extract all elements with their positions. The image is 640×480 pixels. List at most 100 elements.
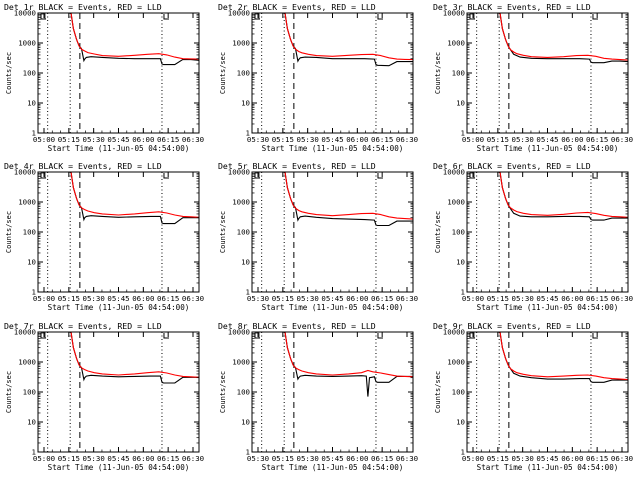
plot-frame — [251, 171, 414, 293]
x-tick-label: 06:30 — [611, 454, 633, 463]
series-events-line — [284, 332, 413, 397]
x-tick-label: 06:00 — [561, 294, 583, 303]
x-tick-label: 06:00 — [346, 294, 368, 303]
x-tick-label: 05:00 — [33, 454, 55, 463]
y-tick-label: 10 — [456, 99, 465, 108]
y-tick-label: 1000 — [18, 198, 36, 207]
x-axis-label: Start Time (11-Jun-05 04:54:00) — [262, 303, 404, 312]
x-tick-label: 06:00 — [346, 454, 368, 463]
x-tick-label: 06:15 — [157, 135, 179, 144]
x-tick-label: 05:15 — [272, 135, 294, 144]
x-tick-label: 06:15 — [586, 135, 608, 144]
y-tick-label: 10000 — [14, 168, 36, 177]
x-tick-label: 06:30 — [182, 135, 204, 144]
x-axis-label: Start Time (11-Jun-05 04:54:00) — [477, 303, 619, 312]
detector-panel-1: Det 1r BLACK = Events, RED = LLD 1 10 100 10… — [4, 2, 204, 153]
y-tick-label: 1 — [461, 288, 465, 297]
y-tick-label: 1 — [32, 448, 36, 457]
y-tick-label: 1 — [246, 129, 250, 138]
x-tick-label: 05:00 — [462, 294, 484, 303]
y-tick-label: 100 — [23, 69, 36, 78]
y-tick-label: 10000 — [443, 328, 465, 337]
panel-title: Det 1r BLACK = Events, RED = LLD — [4, 2, 162, 12]
y-axis-label: Counts/sec — [5, 371, 13, 413]
x-tick-label: 05:30 — [512, 135, 534, 144]
bracket-right-icon — [592, 333, 598, 339]
x-tick-label: 05:45 — [321, 135, 343, 144]
x-tick-label: 06:00 — [346, 135, 368, 144]
x-tick-label: 06:30 — [396, 294, 418, 303]
y-tick-label: 10000 — [228, 9, 250, 18]
y-axis-label: Counts/sec — [219, 371, 227, 413]
y-tick-label: 10000 — [14, 9, 36, 18]
x-tick-label: 05:45 — [107, 294, 129, 303]
y-axis-label: Counts/sec — [5, 211, 13, 253]
y-tick-label: 100 — [237, 228, 250, 237]
x-tick-label: 06:30 — [611, 294, 633, 303]
y-tick-label: 100 — [452, 388, 465, 397]
y-tick-label: 100 — [452, 69, 465, 78]
y-tick-label: 10000 — [443, 9, 465, 18]
y-tick-label: 10 — [241, 258, 250, 267]
x-tick-label: 05:00 — [33, 294, 55, 303]
x-tick-label: 05:30 — [83, 294, 105, 303]
detector-panel-3: Det 3r BLACK = Events, RED = LLD 1 10 100 10… — [433, 2, 633, 153]
panel-title: Det 9r BLACK = Events, RED = LLD — [433, 321, 591, 331]
x-tick-label: 05:45 — [536, 294, 558, 303]
y-tick-label: 10 — [27, 418, 36, 427]
x-tick-label: 05:45 — [321, 454, 343, 463]
x-tick-label: 05:45 — [107, 454, 129, 463]
x-tick-label: 05:30 — [247, 135, 269, 144]
y-tick-label: 1 — [32, 129, 36, 138]
panel-title: Det 7r BLACK = Events, RED = LLD — [4, 321, 162, 331]
detector-panel-9: Det 9r BLACK = Events, RED = LLD 1 10 100 10… — [433, 321, 633, 472]
x-tick-label: 06:30 — [396, 135, 418, 144]
y-tick-label: 10000 — [443, 168, 465, 177]
x-tick-label: 06:15 — [157, 454, 179, 463]
y-tick-label: 10 — [456, 418, 465, 427]
y-axis-label: Counts/sec — [434, 371, 442, 413]
plot-frame — [251, 12, 414, 134]
plot-frame — [37, 171, 200, 293]
y-tick-label: 100 — [237, 69, 250, 78]
x-tick-label: 05:45 — [536, 135, 558, 144]
x-tick-label: 05:30 — [247, 454, 269, 463]
y-tick-label: 1000 — [447, 198, 465, 207]
series-lld-line — [284, 332, 413, 378]
x-tick-label: 05:15 — [272, 454, 294, 463]
x-tick-label: 05:00 — [462, 135, 484, 144]
plot-frame — [466, 12, 629, 134]
x-tick-label: 05:30 — [297, 294, 319, 303]
x-tick-label: 05:15 — [58, 454, 80, 463]
y-tick-label: 100 — [452, 228, 465, 237]
x-tick-label: 05:45 — [536, 454, 558, 463]
panel-title: Det 4r BLACK = Events, RED = LLD — [4, 161, 162, 171]
detector-panel-7: Det 7r BLACK = Events, RED = LLD 1 10 100 10… — [4, 321, 204, 472]
plot-frame — [466, 331, 629, 453]
y-tick-label: 1000 — [18, 39, 36, 48]
x-tick-label: 06:00 — [132, 294, 154, 303]
y-tick-label: 100 — [237, 388, 250, 397]
x-tick-label: 06:30 — [611, 135, 633, 144]
x-tick-label: 06:00 — [561, 135, 583, 144]
bracket-right-icon — [377, 14, 383, 20]
y-tick-label: 1000 — [18, 358, 36, 367]
bracket-right-icon — [377, 333, 383, 339]
x-tick-label: 06:00 — [132, 135, 154, 144]
y-tick-label: 10000 — [228, 168, 250, 177]
y-tick-label: 100 — [23, 228, 36, 237]
series-lld-line — [70, 172, 199, 218]
x-axis-label: Start Time (11-Jun-05 04:54:00) — [262, 463, 404, 472]
y-tick-label: 1 — [246, 288, 250, 297]
y-tick-label: 1 — [461, 448, 465, 457]
y-tick-label: 10000 — [228, 328, 250, 337]
plot-frame — [37, 331, 200, 453]
y-tick-label: 1000 — [232, 358, 250, 367]
x-tick-label: 06:15 — [586, 294, 608, 303]
y-tick-label: 10 — [27, 99, 36, 108]
y-tick-label: 1 — [461, 129, 465, 138]
x-tick-label: 06:15 — [371, 454, 393, 463]
series-lld-line — [284, 172, 413, 220]
bracket-right-icon — [592, 173, 598, 179]
